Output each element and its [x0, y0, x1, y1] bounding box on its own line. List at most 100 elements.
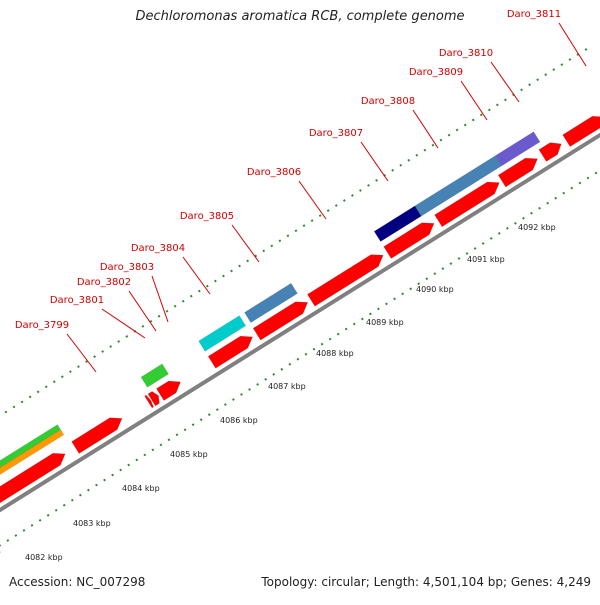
outer-tick	[319, 214, 322, 217]
outer-tick	[222, 275, 225, 278]
scale-label: 4086 kbp	[220, 416, 258, 425]
outer-tick	[343, 199, 346, 202]
scale-tick	[595, 172, 598, 175]
outer-tick	[142, 325, 145, 328]
outer-tick	[569, 58, 572, 61]
scale-tick	[587, 177, 590, 180]
scale-tick	[538, 207, 541, 210]
outer-tick	[448, 134, 451, 137]
scale-label: 4091 kbp	[467, 255, 505, 264]
outer-tick	[166, 310, 169, 313]
outer-tick	[270, 244, 273, 247]
outer-tick	[585, 48, 588, 51]
scale-tick	[264, 378, 267, 381]
scale-tick	[514, 222, 517, 225]
scale-tick	[321, 343, 324, 346]
outer-tick	[29, 395, 32, 398]
scale-label: 4092 kbp	[518, 223, 556, 232]
scale-tick	[87, 489, 90, 492]
scale-tick	[31, 524, 34, 527]
outer-tick	[125, 335, 128, 338]
outer-tick	[77, 365, 80, 368]
scale-label: 4084 kbp	[122, 484, 160, 493]
scale-tick	[143, 454, 146, 457]
scale-label: 4087 kbp	[268, 382, 306, 391]
outer-tick	[544, 73, 547, 76]
scale-tick	[208, 413, 211, 416]
topology-text: Topology: circular; Length: 4,501,104 bp…	[261, 575, 591, 589]
outer-tick	[37, 390, 40, 393]
label-leader	[232, 225, 259, 262]
label-leader	[152, 276, 168, 322]
scale-tick	[200, 418, 203, 421]
scale-tick	[103, 479, 106, 482]
scale-label: 4089 kbp	[366, 318, 404, 327]
scale-tick	[23, 529, 26, 532]
scale-tick	[361, 318, 364, 321]
outer-tick	[262, 249, 265, 252]
scale-tick	[111, 474, 114, 477]
outer-tick	[480, 114, 483, 117]
scale-tick	[425, 277, 428, 280]
scale-tick	[369, 313, 372, 316]
outer-tick	[246, 260, 249, 263]
scale-tick	[63, 504, 66, 507]
outer-tick	[117, 340, 120, 343]
scale-tick	[490, 237, 493, 240]
outer-tick	[415, 154, 418, 157]
scale-label: 4090 kbp	[416, 285, 454, 294]
outer-tick	[399, 164, 402, 167]
outer-tick	[69, 370, 72, 373]
scale-tick	[474, 247, 477, 250]
scale-tick	[530, 212, 533, 215]
scale-tick	[377, 308, 380, 311]
outer-tick	[21, 401, 24, 404]
scale-tick	[546, 202, 549, 205]
scale-tick	[570, 187, 573, 190]
gene-label: Daro_3801	[50, 295, 104, 306]
outer-tick	[174, 305, 177, 308]
label-leader	[67, 334, 96, 372]
scale-tick	[79, 494, 82, 497]
outer-tick	[61, 375, 64, 378]
scale-tick	[15, 534, 18, 537]
scale-tick	[578, 182, 581, 185]
scale-tick	[337, 333, 340, 336]
scale-tick	[280, 368, 283, 371]
scale-tick	[0, 544, 1, 547]
scale-tick	[256, 383, 259, 386]
gene-label: Daro_3809	[409, 67, 463, 78]
outer-tick	[520, 88, 523, 91]
scale-tick	[506, 227, 509, 230]
outer-tick	[560, 63, 563, 66]
accession-text: Accession: NC_007298	[9, 575, 145, 589]
scale-tick	[176, 433, 179, 436]
scale-tick	[482, 242, 485, 245]
scale-tick	[385, 302, 388, 305]
scale-tick	[232, 398, 235, 401]
outer-tick	[93, 355, 96, 358]
scale-tick	[168, 438, 171, 441]
label-leader	[129, 291, 156, 331]
outer-tick	[53, 380, 56, 383]
outer-tick	[552, 68, 555, 71]
outer-tick	[303, 224, 306, 227]
gene-label: Daro_3808	[361, 96, 415, 107]
outer-tick	[5, 411, 8, 414]
label-leader	[361, 142, 388, 181]
outer-tick	[311, 219, 314, 222]
outer-tick	[391, 169, 394, 172]
scale-tick	[47, 514, 50, 517]
outer-tick	[488, 109, 491, 112]
outer-tick	[351, 194, 354, 197]
scale-tick	[119, 469, 122, 472]
scale-tick	[95, 484, 98, 487]
outer-tick	[528, 83, 531, 86]
outer-tick	[440, 139, 443, 142]
label-leader	[491, 62, 519, 102]
scale-tick	[433, 272, 436, 275]
scale-tick	[562, 192, 565, 195]
scale-tick	[6, 539, 9, 542]
scale-tick	[55, 509, 58, 512]
